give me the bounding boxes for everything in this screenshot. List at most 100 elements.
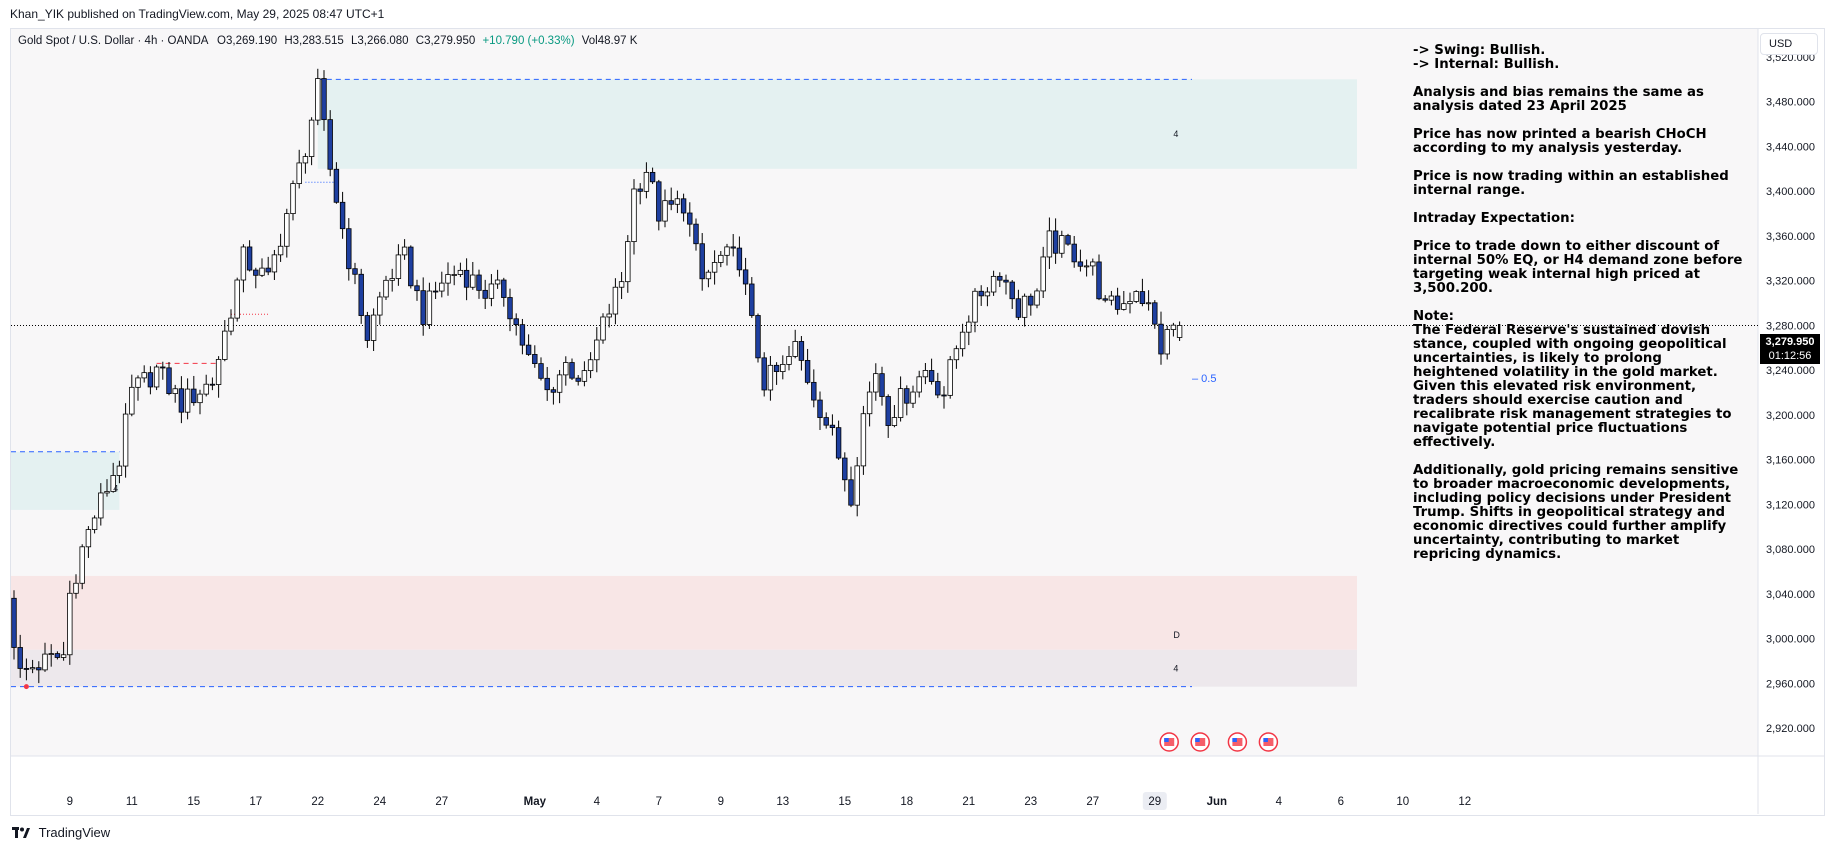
annotation-0: 4 [1173,129,1178,139]
legend-high: H3,283.515 [284,35,344,47]
candle-body-52 [333,168,340,203]
candle-body-167 [1046,230,1053,258]
zone-0 [317,79,1357,169]
candle-body-112 [705,271,712,280]
candle-body-76 [482,289,488,299]
candle-body-143 [897,388,904,418]
candle-body-126 [792,341,798,357]
candle-body-18 [122,413,129,467]
candle-body-23 [153,366,160,388]
candle-body-49 [315,78,321,121]
zone-2 [11,575,1357,650]
y-tick-label: 3,040.000 [1766,589,1815,601]
candle-body-81 [513,318,519,326]
event-icon-flag-2 [1232,738,1243,746]
y-tick-label: 2,960.000 [1766,678,1815,690]
candle-body-169 [1059,235,1065,254]
candle-body-154 [966,321,972,333]
zone-3 [11,649,1357,687]
candle-body-47 [302,156,309,164]
note-intraday: Price to trade down to either discount o… [1413,239,1743,296]
candle-body-115 [724,246,730,256]
candle-body-14 [98,492,104,519]
candle-body-142 [891,417,898,426]
candle-body-39 [253,269,259,276]
y-tick-label: 3,400.000 [1766,186,1815,198]
note-bias: Analysis and bias remains the same as an… [1413,85,1704,114]
candle-body-92 [581,370,588,382]
y-tick-label: 3,200.000 [1766,410,1815,422]
last-price-tag: 3,279.950 01:12:56 [1760,334,1820,364]
candle-body-95 [600,316,606,341]
candle-body-73 [463,269,470,288]
candle-body-146 [916,376,922,393]
candle-body-16 [110,475,116,492]
footer-brand: TradingView [38,825,111,841]
y-tick-label: 3,320.000 [1766,276,1815,288]
candle-body-150 [941,394,947,397]
candle-body-41 [265,267,271,273]
candle-body-93 [587,359,594,372]
candle-body-102 [643,171,650,192]
tradingview-footer[interactable]: TradingView [12,824,110,844]
x-tick-label: 21 [962,796,975,808]
annotation-2: D [1173,630,1180,640]
last-price-value: 3,279.950 [1765,336,1815,348]
currency-selector[interactable]: USD [1760,33,1818,55]
candle-body-107 [674,198,681,205]
candle-body-130 [817,399,823,418]
candle-body-17 [116,465,123,476]
candle-body-173 [1083,265,1090,268]
candle-body-75 [476,274,482,291]
x-tick-label: 17 [249,796,262,808]
y-tick-label: 3,120.000 [1766,499,1815,511]
y-tick-label: 3,080.000 [1766,544,1815,556]
candle-body-19 [129,386,135,415]
candle-body-13 [91,517,98,530]
candle-body-88 [556,374,563,393]
candle-body-183 [1145,302,1152,305]
candle-body-10 [73,582,79,594]
us-flag-event-icon [1159,732,1179,752]
candle-body-15 [104,491,110,494]
candle-body-168 [1052,230,1059,254]
y-tick-label: 2,920.000 [1766,723,1815,735]
candle-body-127 [798,341,805,361]
candle-body-104 [656,181,662,222]
candle-body-123 [773,364,780,372]
x-tick-label: 4 [1276,796,1283,808]
candle-body-176 [1102,298,1108,301]
candle-body-55 [352,268,358,275]
candle-body-98 [618,281,625,288]
candle-body-1 [17,647,23,669]
candle-body-118 [742,269,749,285]
candle-body-100 [631,188,637,243]
candle-body-85 [538,363,544,379]
candle-body-160 [1003,279,1009,283]
candle-body-54 [346,228,352,270]
candle-body-94 [594,339,600,361]
x-tick-label: 12 [1458,796,1471,808]
candle-body-43 [277,245,284,256]
x-tick-label: 13 [776,796,789,808]
candle-body-141 [885,396,891,426]
candle-body-62 [395,254,402,279]
candle-body-58 [370,314,377,341]
note-fed: The Federal Reserve's sustained dovish s… [1413,323,1732,450]
candle-body-91 [575,377,581,382]
published-text: Khan_YIK published on TradingView.com, M… [10,7,385,21]
candle-body-24 [160,366,166,369]
candle-body-99 [625,241,631,283]
candle-body-179 [1121,303,1127,310]
x-tick-label: May [524,796,547,808]
x-tick-label: 6 [1338,796,1344,808]
swing-low-marker [23,684,29,690]
candle-body-74 [470,274,476,288]
candle-body-65 [414,285,420,292]
event-icon-canton-2 [1232,738,1237,742]
candle-body-5 [42,653,48,671]
x-tick-highlight [1142,792,1167,810]
legend-change: +10.790 (+0.33%) [482,35,575,47]
candle-body-21 [141,372,147,379]
